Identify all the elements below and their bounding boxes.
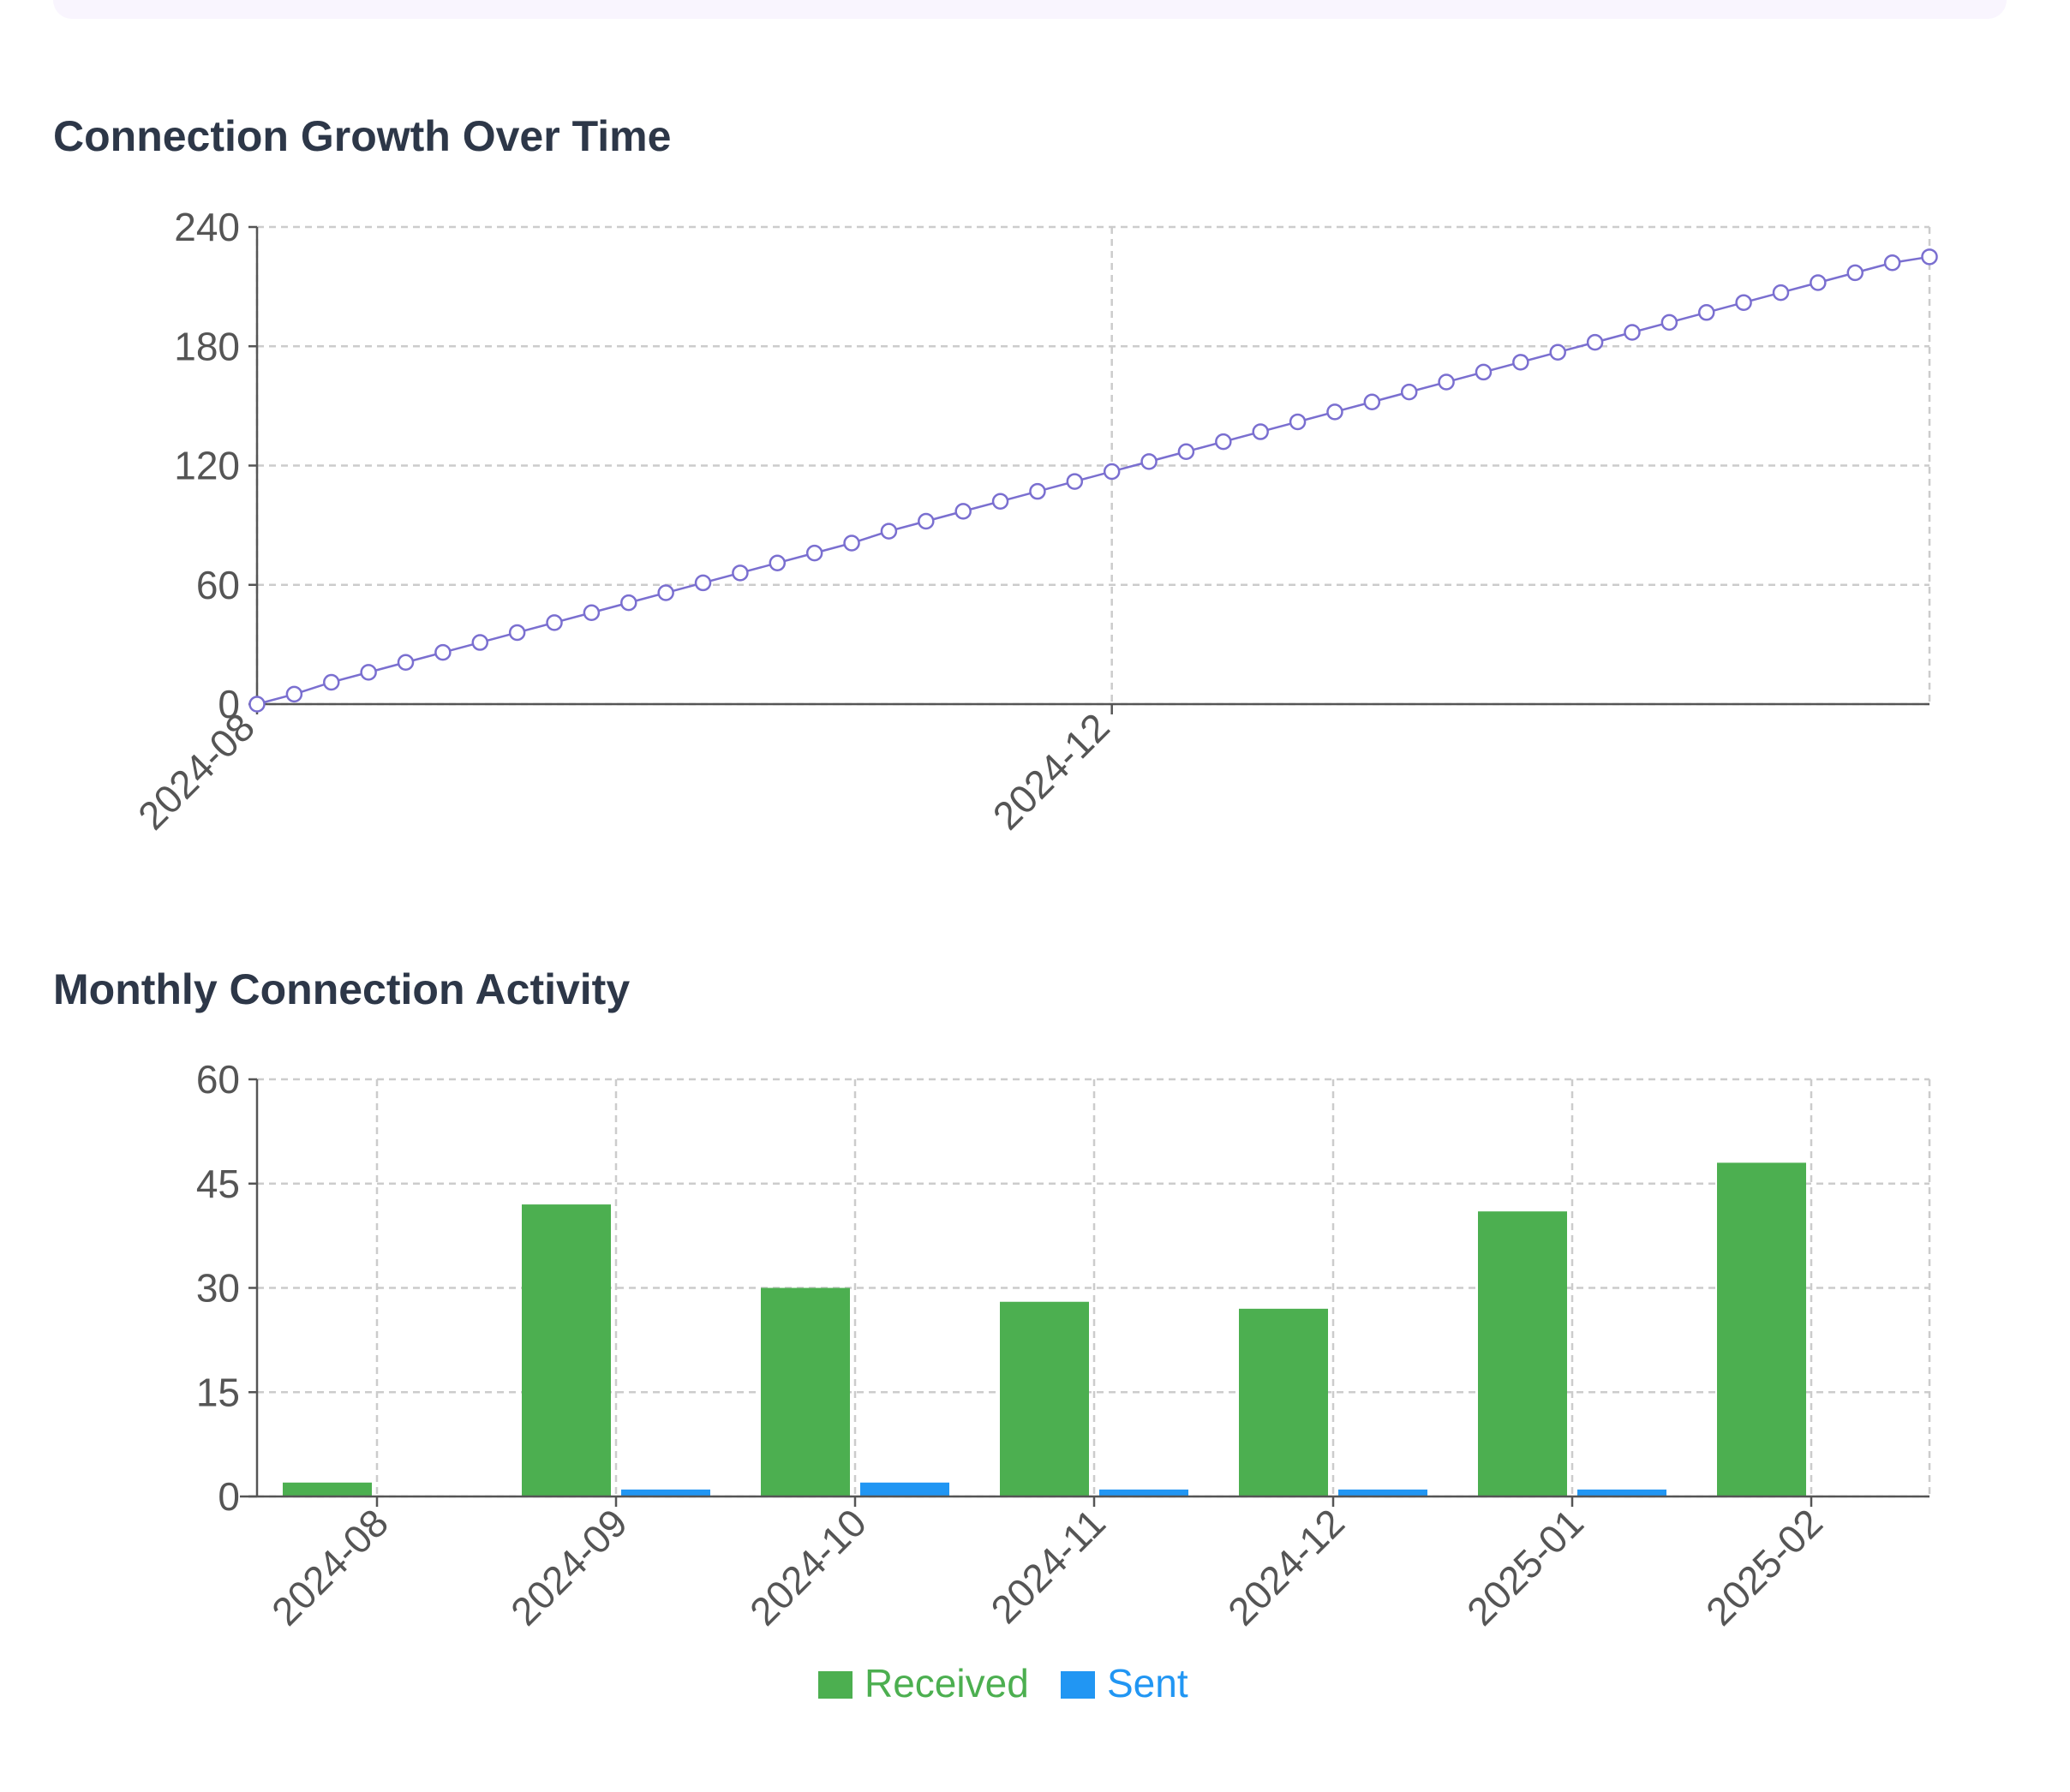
x-tick-label: 2024-09 — [502, 1500, 636, 1634]
x-tick-label: 2025-02 — [1697, 1500, 1831, 1634]
received-bar — [1239, 1308, 1328, 1496]
growth-series-line — [256, 255, 1930, 706]
growth-point — [805, 544, 823, 562]
x-tick-label: 2024-12 — [1219, 1500, 1353, 1634]
received-bar — [1717, 1162, 1806, 1496]
growth-point — [1177, 443, 1195, 461]
growth-point — [1363, 393, 1381, 410]
legend-received-swatch — [818, 1671, 853, 1699]
y-tick-label: 0 — [218, 682, 240, 726]
top-panel — [53, 0, 2007, 19]
growth-point — [918, 512, 935, 530]
growth-point — [546, 614, 563, 631]
received-bar — [1478, 1211, 1567, 1496]
growth-point — [1475, 363, 1493, 381]
growth-point — [1586, 333, 1604, 351]
received-bar — [522, 1204, 611, 1496]
sent-bar — [1099, 1489, 1188, 1496]
growth-point — [1252, 423, 1269, 440]
growth-point — [397, 654, 415, 672]
growth-point — [1215, 433, 1232, 451]
growth-point — [323, 673, 340, 691]
y-tick-label: 30 — [196, 1266, 240, 1311]
sent-bar — [1577, 1489, 1666, 1496]
y-tick-label: 45 — [196, 1162, 240, 1206]
legend-sent-swatch — [1061, 1671, 1095, 1699]
growth-point — [1029, 482, 1046, 500]
growth-point — [360, 664, 377, 681]
growth-point — [1103, 463, 1121, 481]
growth-point — [1549, 343, 1566, 361]
growth-point — [620, 594, 637, 612]
y-tick-label: 180 — [174, 324, 240, 368]
growth-point — [508, 624, 526, 642]
x-tick-label: 2024-08 — [263, 1500, 397, 1634]
growth-point — [1289, 413, 1307, 431]
x-tick-label: 2024-10 — [741, 1500, 875, 1634]
growth-point — [694, 574, 712, 592]
growth-point — [880, 523, 898, 540]
y-tick-label: 0 — [218, 1474, 240, 1519]
growth-point — [1810, 274, 1827, 291]
growth-point — [1438, 373, 1455, 391]
growth-point — [657, 584, 674, 601]
legend-received-label: Received — [864, 1661, 1029, 1705]
y-tick-label: 240 — [174, 205, 240, 249]
growth-point — [1140, 453, 1158, 470]
y-tick-label: 60 — [196, 563, 240, 607]
growth-point — [1735, 294, 1752, 311]
sent-bar — [1338, 1489, 1427, 1496]
growth-point — [1066, 473, 1084, 490]
growth-point — [1660, 314, 1678, 332]
received-bar — [1000, 1301, 1089, 1496]
growth-point — [1697, 304, 1715, 321]
received-bar — [283, 1482, 372, 1496]
growth-point — [1883, 254, 1901, 272]
growth-point — [1326, 403, 1343, 421]
sent-bar — [621, 1489, 710, 1496]
x-tick-label: 2024-11 — [982, 1500, 1114, 1632]
growth-point — [1846, 264, 1864, 282]
growth-point — [1400, 383, 1418, 401]
legend-sent-label: Sent — [1107, 1661, 1188, 1705]
growth-point — [583, 604, 601, 621]
y-tick-label: 15 — [196, 1370, 240, 1414]
y-tick-label: 120 — [174, 444, 240, 488]
growth-point — [991, 493, 1009, 511]
received-bar — [761, 1287, 850, 1496]
growth-point — [248, 696, 266, 713]
growth-point — [732, 564, 749, 582]
y-tick-label: 60 — [196, 1057, 240, 1102]
sent-bar — [860, 1482, 949, 1496]
growth-point — [471, 634, 489, 651]
growth-point — [1624, 324, 1641, 341]
growth-point — [285, 685, 303, 703]
growth-point — [843, 535, 860, 552]
activity-section-title: Monthly Connection Activity — [53, 965, 631, 1013]
growth-point — [954, 503, 972, 520]
growth-section-title: Connection Growth Over Time — [53, 112, 672, 160]
growth-point — [1512, 354, 1529, 371]
growth-point — [1921, 248, 1938, 266]
growth-point — [1772, 284, 1790, 302]
growth-point — [769, 554, 787, 571]
bar-legend: Received Sent — [818, 1661, 1188, 1705]
growth-point — [434, 643, 452, 661]
x-tick-label: 2025-01 — [1458, 1500, 1592, 1634]
